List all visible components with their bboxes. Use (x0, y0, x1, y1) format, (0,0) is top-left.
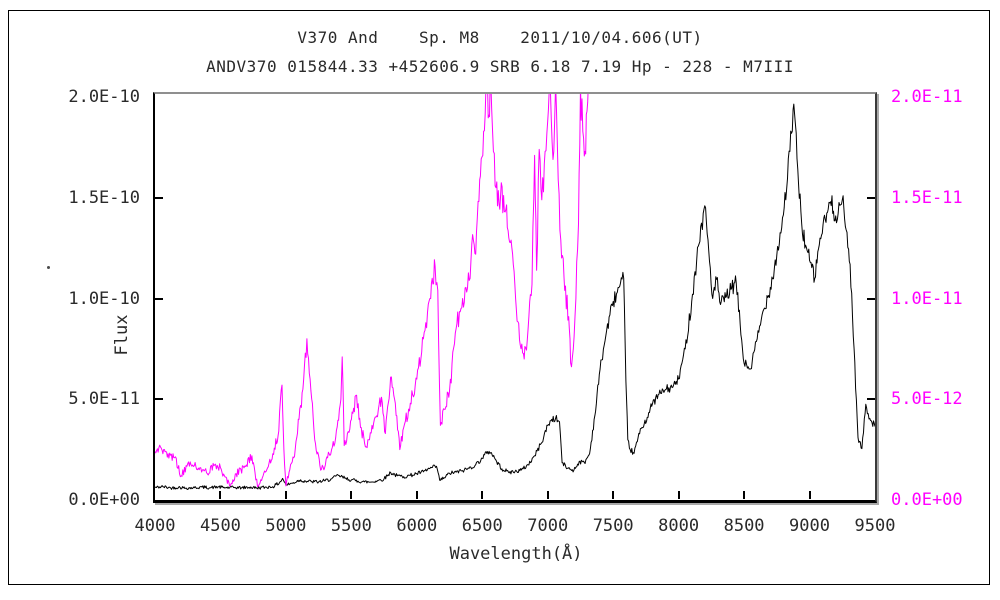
x-tick-mark-7 (612, 491, 615, 499)
y-right-tick-mark-2 (867, 297, 875, 300)
x-tick-label-8: 8000 (658, 516, 700, 536)
x-tick-label-9: 8500 (723, 516, 765, 536)
x-tick-mark-8 (677, 491, 680, 499)
y-right-tick-label-3: 1.5E-11 (891, 187, 963, 208)
y-right-tick-label-0: 0.0E+00 (891, 490, 963, 510)
y-left-tick-mark-1 (155, 398, 163, 401)
x-tick-label-6: 7000 (527, 516, 569, 536)
y-left-tick-label-3: 1.5E-10 (68, 187, 140, 208)
x-tick-label-10: 9000 (789, 516, 830, 536)
x-tick-mark-3 (350, 491, 353, 499)
y-left-tick-label-0: 0.0E+00 (68, 490, 140, 510)
stray-ink-dot (47, 266, 50, 269)
y-left-tick-label-1: 5.0E-11 (68, 389, 140, 410)
x-tick-mark-2 (284, 491, 287, 499)
x-tick-label-4: 6000 (396, 516, 438, 536)
spectrum-magenta-trace (155, 94, 589, 488)
x-tick-mark-5 (481, 491, 484, 499)
x-tick-mark-6 (546, 491, 549, 499)
y-right-tick-label-2: 1.0E-11 (891, 288, 963, 309)
plot-title: V370 And Sp. M8 2011/10/04.606(UT) (297, 28, 703, 47)
x-tick-label-5: 6500 (461, 516, 503, 536)
x-tick-label-1: 4500 (199, 516, 241, 536)
x-axis-label: Wavelength(Å) (449, 544, 583, 564)
y-right-tick-mark-1 (867, 398, 875, 401)
y-right-tick-mark-3 (867, 196, 875, 199)
figure-outer-border (8, 10, 990, 585)
x-tick-mark-10 (808, 491, 811, 499)
plot-subtitle: ANDV370 015844.33 +452606.9 SRB 6.18 7.1… (206, 57, 794, 76)
x-tick-mark-1 (219, 491, 222, 499)
x-tick-label-0: 4000 (134, 516, 176, 536)
x-tick-label-2: 5000 (265, 516, 307, 536)
y-left-tick-label-2: 1.0E-10 (68, 288, 140, 309)
x-tick-mark-9 (743, 491, 746, 499)
y-right-tick-label-1: 5.0E-12 (891, 389, 963, 410)
y-left-tick-label-4: 2.0E-10 (68, 87, 140, 107)
x-tick-label-11: 9500 (854, 516, 896, 536)
spectrum-black-trace (155, 103, 875, 490)
y-left-tick-mark-3 (155, 196, 163, 199)
spectra-svg (155, 94, 875, 490)
y-right-tick-label-4: 2.0E-11 (891, 87, 963, 107)
x-tick-label-7: 7500 (592, 516, 634, 536)
x-tick-mark-4 (415, 491, 418, 499)
x-tick-label-3: 5500 (330, 516, 372, 536)
y-left-tick-mark-2 (155, 297, 163, 300)
plot-frame (153, 92, 877, 503)
